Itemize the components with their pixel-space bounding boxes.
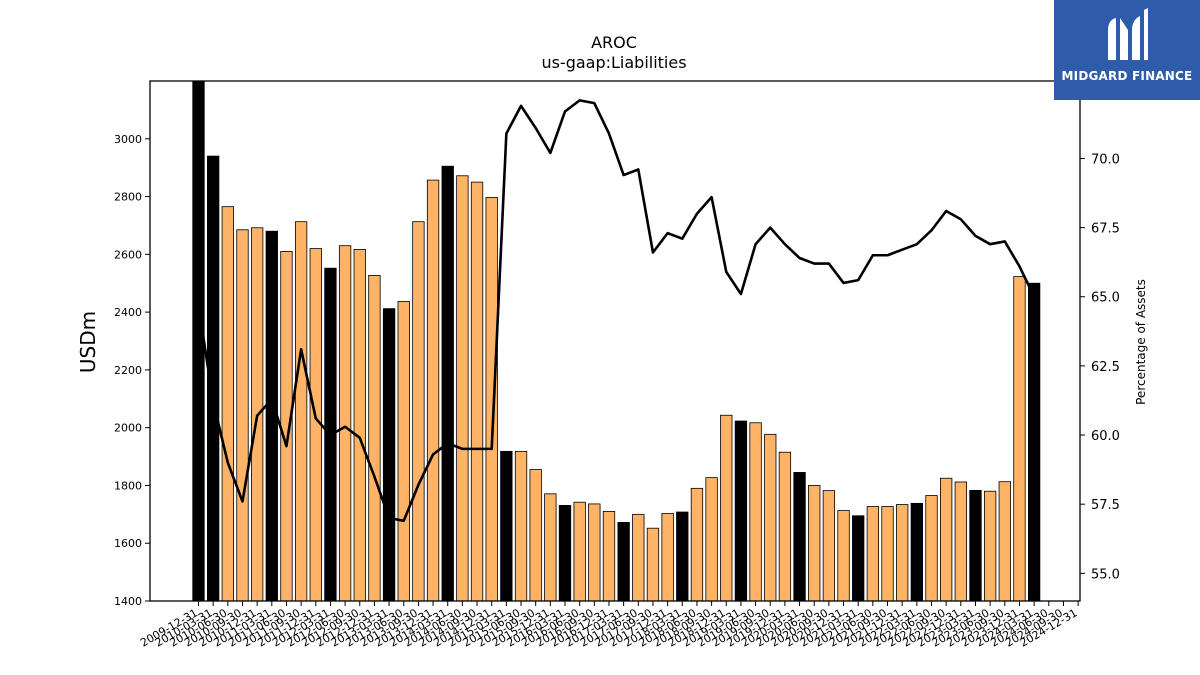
bar [617, 522, 630, 602]
y2-tick-label: 55.0 [1091, 567, 1120, 582]
chart-title: AROC [591, 33, 637, 52]
bar [808, 485, 821, 602]
bar [720, 414, 733, 602]
chart-subtitle: us-gaap:Liabilities [541, 53, 686, 72]
y-tick-label: 2400 [114, 306, 142, 319]
bar [881, 506, 894, 602]
bar [192, 80, 205, 602]
y2-tick-label: 60.0 [1091, 429, 1120, 444]
y-axis-label: USDm [76, 311, 100, 373]
bar [793, 472, 806, 602]
bar [910, 502, 923, 602]
bar [837, 510, 850, 602]
bar [544, 493, 557, 602]
y2-tick-label: 57.5 [1091, 498, 1120, 513]
bar [954, 481, 967, 602]
bar [382, 308, 396, 602]
bar [573, 501, 586, 602]
bar [221, 206, 234, 602]
logo-text: MIDGARD FINANCE [1061, 69, 1193, 83]
y-tick-label: 1400 [114, 595, 142, 608]
bar [441, 165, 454, 602]
y-tick-label: 1800 [114, 479, 142, 492]
bar [236, 229, 249, 602]
bar [690, 487, 704, 602]
bar [602, 511, 616, 602]
logo: MIDGARD FINANCE [1054, 0, 1200, 100]
y-tick-label: 3000 [114, 133, 142, 146]
bar [558, 504, 572, 602]
line-series [197, 99, 1036, 523]
bar [646, 527, 660, 602]
bar [368, 275, 381, 602]
bar [969, 489, 982, 602]
bar [866, 506, 880, 602]
bar [734, 420, 748, 602]
bar [896, 504, 909, 602]
y2-tick-label: 67.5 [1091, 222, 1120, 237]
y-tick-label: 2800 [114, 191, 142, 204]
bar [749, 422, 762, 602]
bar [470, 181, 484, 602]
bar [983, 490, 997, 602]
bar [353, 249, 366, 602]
bar [338, 245, 352, 602]
axes-group: 1400 1600 1800 2000 2200 2400 2600 2800 3000 55.0… [114, 80, 1120, 650]
y-tick-label: 2000 [114, 422, 142, 435]
bar [456, 175, 469, 602]
bar [676, 511, 689, 602]
bar [500, 450, 513, 602]
bar [632, 513, 645, 602]
y-tick-label: 1600 [114, 537, 142, 550]
bar [397, 301, 410, 602]
bar [485, 197, 498, 602]
bar [822, 490, 836, 602]
bar [1013, 276, 1026, 602]
bar [998, 481, 1011, 602]
bar [1027, 282, 1041, 602]
bar [529, 469, 542, 602]
bar [925, 495, 938, 602]
y2-tick-label: 70.0 [1091, 152, 1120, 167]
bar [661, 513, 674, 602]
bar [294, 221, 308, 602]
bar [852, 515, 865, 602]
line-group [197, 99, 1036, 523]
bar [940, 477, 953, 602]
logo-mark-icon [1108, 8, 1148, 60]
bar [764, 433, 777, 602]
bar [705, 477, 718, 602]
bar [588, 503, 601, 602]
bar [412, 221, 425, 602]
y-tick-label: 2200 [114, 364, 142, 377]
bars-group [192, 80, 1041, 602]
bar [426, 179, 440, 602]
y2-axis-label: Percentage of Assets [1134, 279, 1148, 405]
y2-tick-label: 65.0 [1091, 291, 1120, 306]
y-tick-label: 2600 [114, 248, 142, 261]
plot-frame [149, 80, 1081, 602]
y2-tick-label: 62.5 [1091, 360, 1120, 375]
bar [514, 450, 528, 602]
bar [778, 451, 792, 602]
